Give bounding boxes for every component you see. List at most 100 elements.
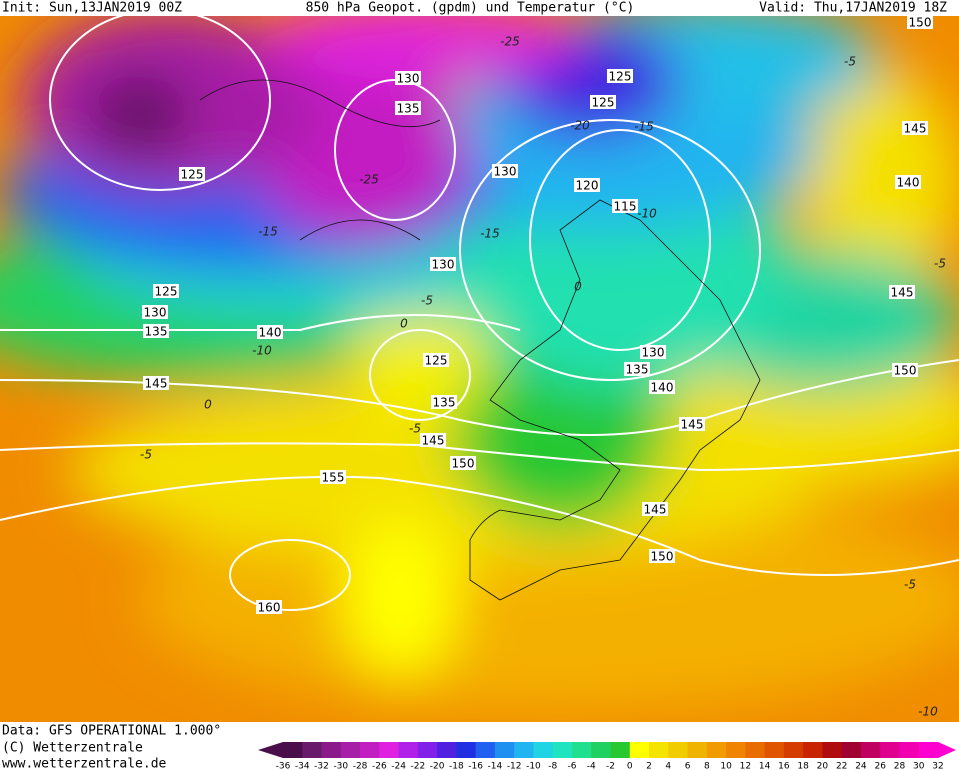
geopotential-label: 130: [642, 346, 665, 360]
legend-tick-label: -36: [276, 762, 291, 770]
legend-swatch: [340, 742, 361, 758]
legend-tick-label: -12: [507, 762, 522, 770]
temperature-label: 0: [400, 317, 408, 331]
legend-tick-label: -32: [314, 762, 329, 770]
geopotential-label-box: [574, 178, 600, 192]
legend-tick-label: 30: [913, 762, 925, 770]
temperature-label: 0: [574, 280, 582, 294]
legend-tick-label: -6: [567, 762, 576, 770]
geopotential-label-box: [395, 101, 421, 115]
temperature-label: -5: [904, 578, 916, 592]
legend-tick-label: 32: [932, 762, 943, 770]
legend-tick-label: -22: [411, 762, 426, 770]
geopotential-label-box: [895, 175, 921, 189]
legend-swatch: [360, 742, 380, 758]
legend-tick-label: 8: [704, 762, 710, 770]
geopotential-label: 125: [155, 285, 178, 299]
legend-tick-label: 0: [627, 762, 633, 770]
geopotential-label: 140: [651, 381, 674, 395]
geopotential-label-box: [420, 433, 446, 447]
temperature-label: -5: [844, 55, 856, 69]
temperature-label: 0: [204, 398, 212, 412]
geopotential-label: 145: [891, 286, 914, 300]
legend-swatch: [379, 742, 400, 758]
legend-swatch: [629, 742, 650, 758]
geopotential-label-box: [423, 353, 449, 367]
geopotential-label-box: [153, 284, 179, 298]
valid-text: Valid: Thu,17JAN2019 18Z: [759, 1, 947, 16]
geopotential-label: 130: [397, 72, 420, 86]
legend-swatch: [571, 742, 592, 758]
geopotential-label: 130: [494, 165, 517, 179]
geopotential-label-box: [431, 395, 457, 409]
temperature-label: -5: [421, 294, 433, 308]
geopotential-label-box: [320, 470, 346, 484]
legend-tick-label: 14: [759, 762, 771, 770]
legend-swatch: [456, 742, 477, 758]
legend-swatch: [726, 742, 746, 758]
geopotential-label: 150: [909, 16, 932, 30]
temperature-field: [0, 16, 959, 722]
temperature-label: -10: [252, 344, 272, 358]
legend-tick-label: -34: [295, 762, 310, 770]
geopotential-label-box: [590, 95, 616, 109]
temperature-label: -5: [934, 257, 946, 271]
legend-swatch: [610, 742, 631, 758]
legend-tick-label: -26: [372, 762, 387, 770]
legend-swatch: [764, 742, 785, 758]
geopotential-label-box: [607, 69, 633, 83]
geopotential-label-box: [907, 15, 933, 29]
legend-arrow: [938, 742, 956, 758]
legend-swatch: [687, 742, 708, 758]
data-source: Data: GFS OPERATIONAL 1.000°: [2, 724, 221, 739]
legend-tick-label: 20: [817, 762, 829, 770]
temperature-label: -15: [634, 120, 654, 134]
geopotential-label-box: [143, 324, 169, 338]
legend-swatch: [494, 742, 515, 758]
legend-swatch: [822, 742, 843, 758]
geopotential-label: 135: [397, 102, 420, 116]
legend-swatch: [591, 742, 611, 758]
geopotential-label: 120: [576, 179, 599, 193]
legend-tick-label: 12: [740, 762, 751, 770]
legend-arrow: [258, 742, 283, 758]
legend-swatch: [918, 742, 939, 758]
legend-tick-label: -20: [430, 762, 445, 770]
legend-swatch: [860, 742, 881, 758]
legend-tick-label: -8: [548, 762, 557, 770]
geopotential-label: 135: [626, 363, 649, 377]
legend-swatch: [803, 742, 823, 758]
legend-tick-label: 24: [855, 762, 867, 770]
legend-swatch: [321, 742, 342, 758]
geopotential-label: 145: [904, 122, 927, 136]
legend-tick-label: 26: [874, 762, 886, 770]
geopotential-label: 150: [452, 457, 475, 471]
legend-swatch: [649, 742, 669, 758]
legend-tick-label: 4: [665, 762, 671, 770]
temperature-label: -15: [480, 227, 500, 241]
geopotential-label: 140: [259, 326, 282, 340]
geopotential-label-box: [179, 167, 205, 181]
legend-swatch: [745, 742, 766, 758]
geopotential-label-box: [640, 345, 666, 359]
geopotential-label-box: [430, 257, 456, 271]
geopotential-label-box: [450, 456, 476, 470]
temperature-label: -15: [258, 225, 278, 239]
geopotential-label: 130: [144, 306, 167, 320]
legend-swatch: [668, 742, 689, 758]
legend-tick-label: -10: [526, 762, 541, 770]
legend-tick-label: 22: [836, 762, 847, 770]
legend-tick-label: 16: [778, 762, 790, 770]
init-text: Init: Sun,13JAN2019 00Z: [2, 1, 182, 16]
temperature-label: -20: [570, 119, 590, 133]
temperature-label: -25: [359, 173, 379, 187]
temperature-label: -10: [918, 705, 938, 719]
legend-swatch: [398, 742, 419, 758]
legend-tick-label: 10: [720, 762, 732, 770]
legend-swatch: [880, 742, 900, 758]
legend-tick-label: -24: [391, 762, 406, 770]
geopotential-label-box: [892, 363, 918, 377]
geopotential-label: 145: [681, 418, 704, 432]
legend-tick-label: 2: [646, 762, 652, 770]
